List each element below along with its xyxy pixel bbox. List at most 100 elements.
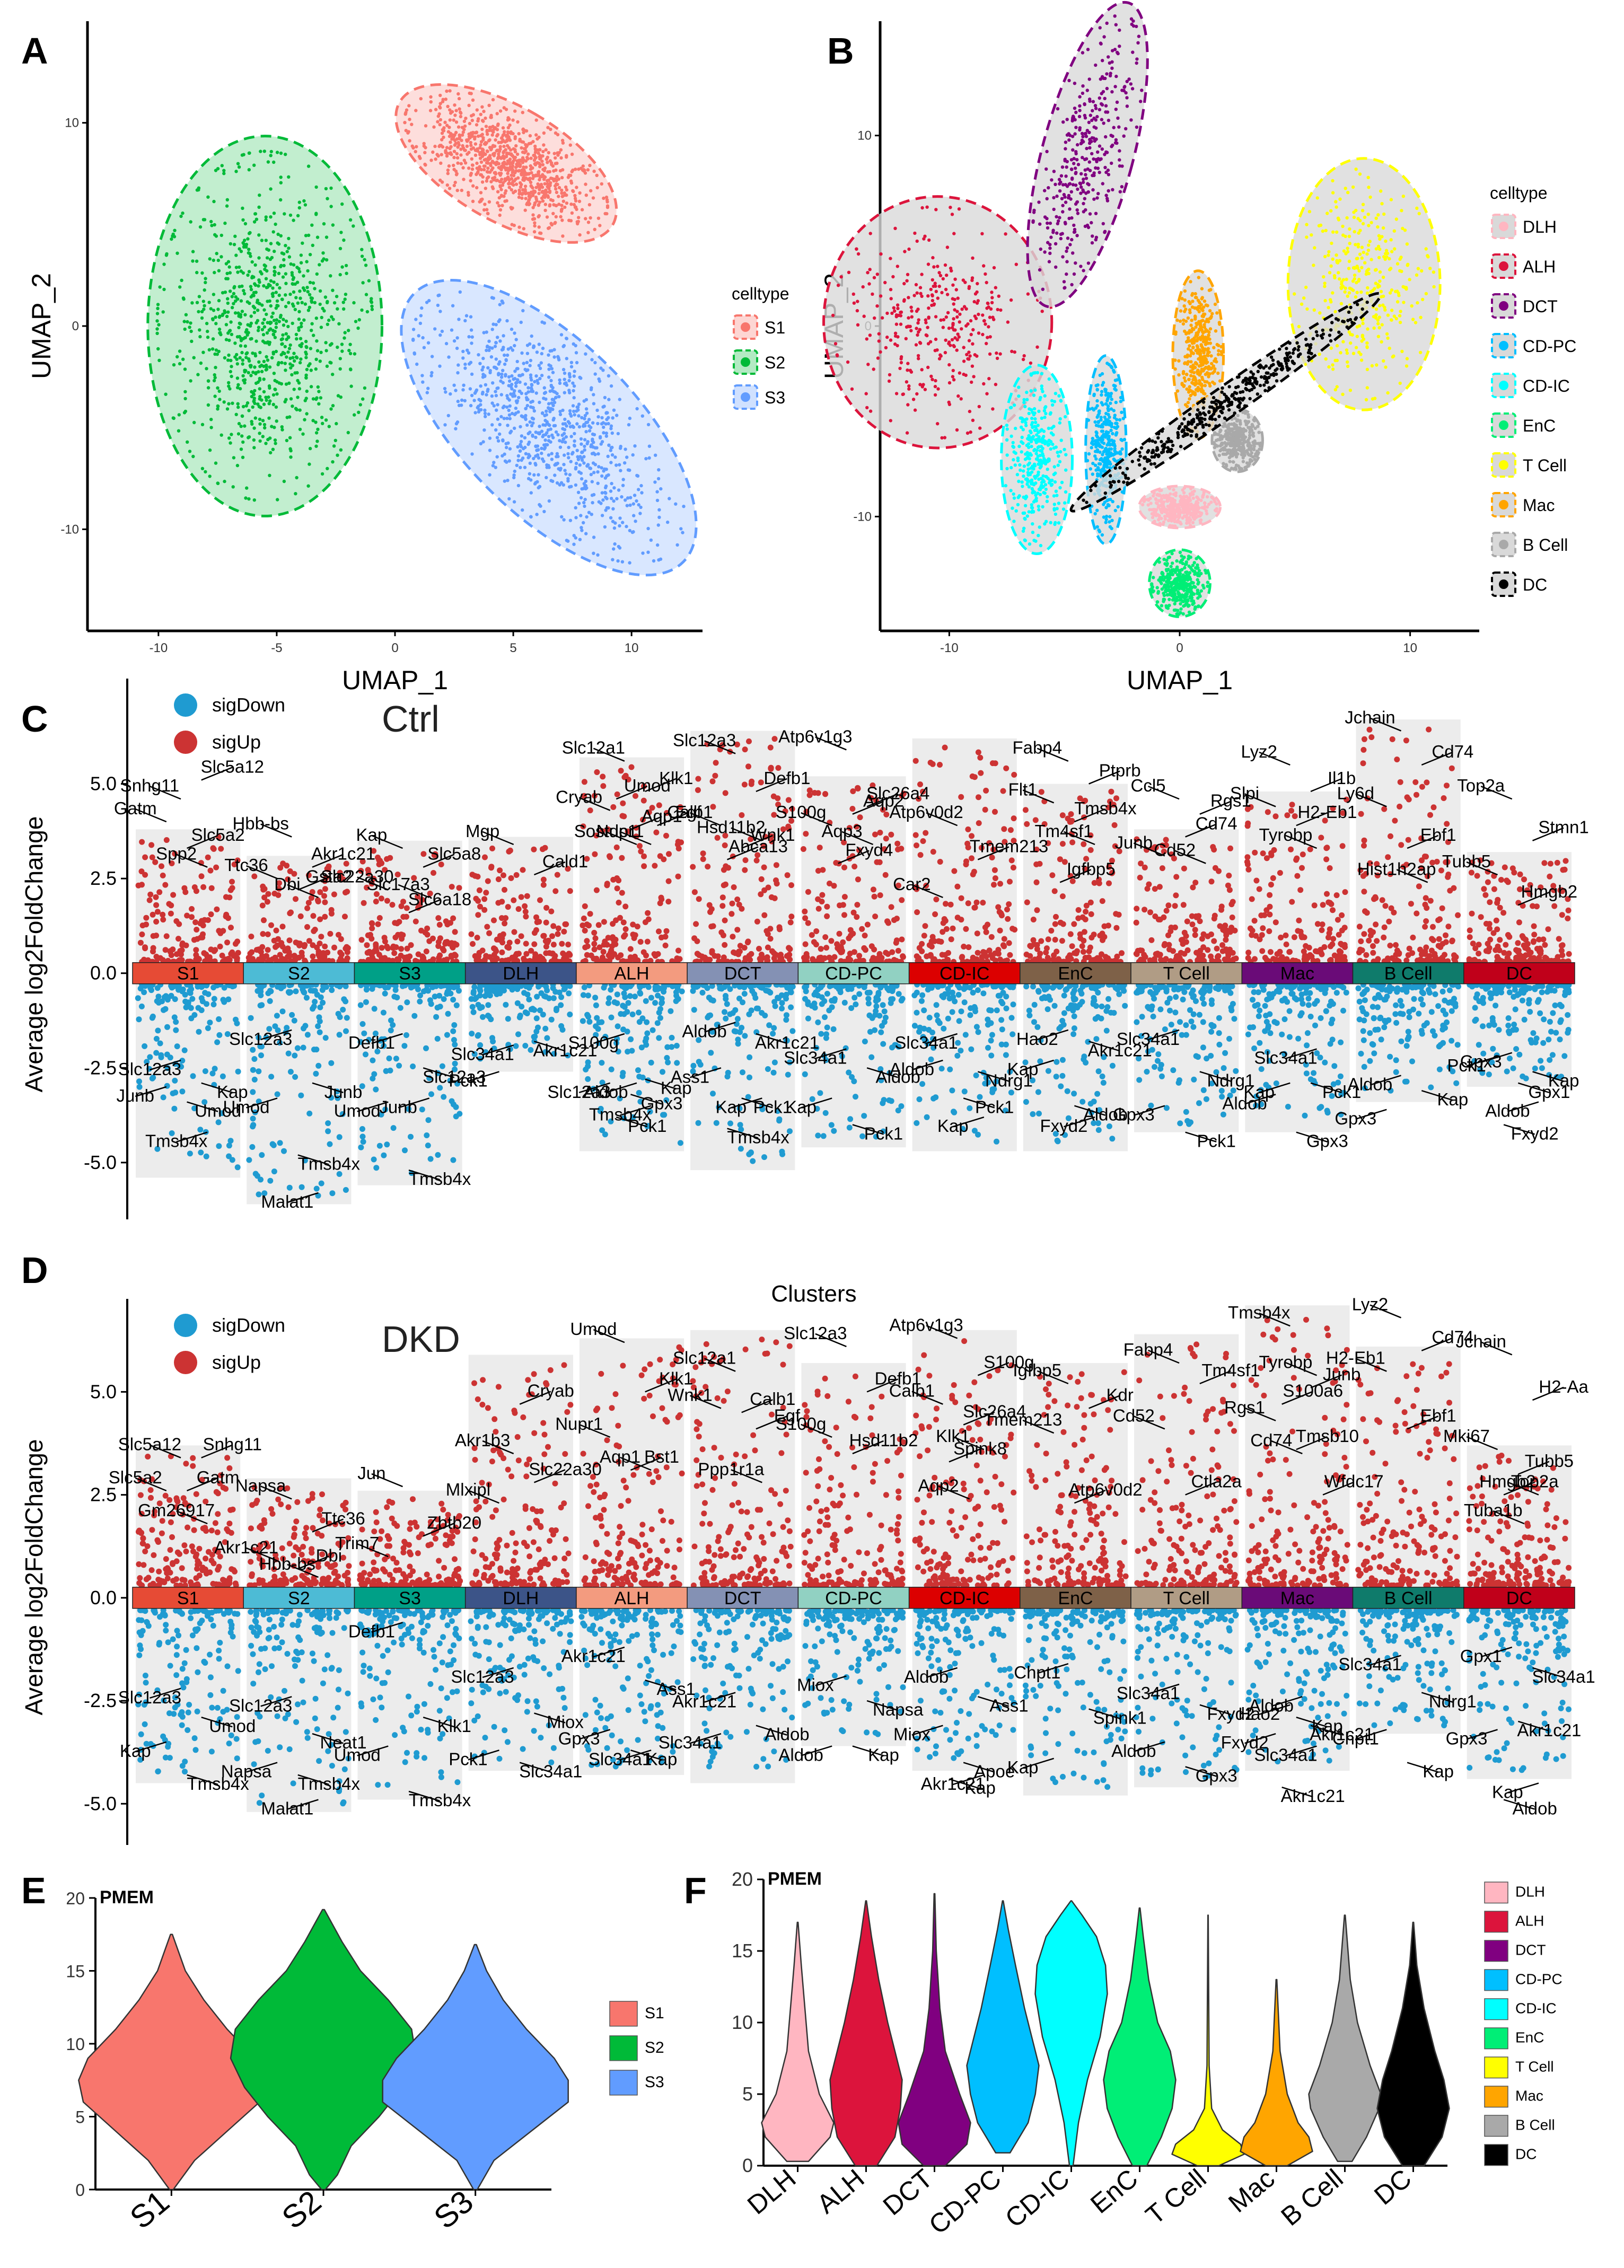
cell-point xyxy=(1062,280,1066,284)
cell-point xyxy=(321,306,324,311)
cell-point xyxy=(370,301,374,304)
cell-point xyxy=(611,520,615,523)
cell-point xyxy=(1058,216,1061,219)
cell-point xyxy=(433,144,437,148)
cell-point xyxy=(991,315,995,319)
cell-point xyxy=(1041,505,1044,509)
cell-point xyxy=(234,266,239,269)
cell-point xyxy=(251,371,255,374)
cell-point xyxy=(293,359,296,363)
cell-point xyxy=(242,292,247,296)
cell-point xyxy=(555,190,559,195)
cell-point xyxy=(299,357,303,361)
cell-point xyxy=(548,410,552,414)
cell-point xyxy=(1033,490,1037,494)
cell-point xyxy=(910,315,914,319)
cell-point xyxy=(291,321,294,326)
cell-point xyxy=(586,463,590,467)
cell-point xyxy=(523,151,526,155)
cell-point xyxy=(534,162,538,165)
cell-point xyxy=(288,343,292,347)
cell-point xyxy=(1064,183,1067,187)
cell-point xyxy=(456,399,460,403)
cell-point xyxy=(266,358,270,362)
cell-point xyxy=(230,374,233,379)
cell-point xyxy=(908,324,912,328)
cell-point xyxy=(986,302,990,305)
cell-point xyxy=(1031,220,1035,224)
x-tick-label: -10 xyxy=(940,641,959,655)
cell-point xyxy=(1182,604,1186,608)
cell-point xyxy=(546,194,550,198)
cell-point xyxy=(313,301,317,304)
cell-point xyxy=(1045,150,1049,153)
cell-point xyxy=(275,392,279,396)
cell-point xyxy=(292,351,296,355)
cell-point xyxy=(538,154,542,157)
cell-point xyxy=(516,445,520,449)
cell-point xyxy=(1188,571,1192,575)
cell-point xyxy=(978,426,982,430)
cell-point xyxy=(906,368,909,372)
cell-point xyxy=(227,353,231,357)
cell-point xyxy=(513,344,516,348)
cell-point xyxy=(547,439,551,443)
cell-point xyxy=(954,288,959,292)
cell-point xyxy=(602,425,605,429)
cell-point xyxy=(1102,515,1106,519)
cell-point xyxy=(547,423,550,427)
cell-point xyxy=(972,300,976,304)
cell-point xyxy=(1038,222,1042,226)
cell-point xyxy=(949,269,953,272)
cell-point xyxy=(238,387,242,391)
cell-point xyxy=(252,311,257,314)
cell-point xyxy=(1201,584,1205,587)
cell-point xyxy=(314,185,318,189)
cell-point xyxy=(997,294,1001,298)
cell-point xyxy=(947,340,951,344)
cell-point xyxy=(959,397,963,401)
cell-point xyxy=(571,404,575,408)
cell-point xyxy=(227,381,231,385)
cell-point xyxy=(303,203,308,207)
cell-point xyxy=(446,172,450,175)
cell-point xyxy=(1029,373,1033,377)
cell-point xyxy=(1038,268,1042,272)
cell-point xyxy=(241,206,244,210)
cell-point xyxy=(1118,45,1121,48)
cell-point xyxy=(287,247,291,250)
cell-point xyxy=(570,152,574,156)
cell-point xyxy=(521,456,525,460)
cell-point xyxy=(177,413,181,417)
cell-point xyxy=(531,434,534,438)
cell-point xyxy=(252,446,256,450)
cell-point xyxy=(873,316,876,320)
cell-point xyxy=(659,487,663,491)
cell-point xyxy=(1156,591,1160,595)
cell-point xyxy=(324,349,328,353)
cell-point xyxy=(476,119,480,123)
cell-point xyxy=(275,299,279,303)
cell-point xyxy=(531,213,535,217)
cell-point xyxy=(589,467,593,470)
cell-point xyxy=(531,177,535,180)
cell-point xyxy=(282,263,286,268)
cell-point xyxy=(600,491,604,495)
cell-point xyxy=(545,215,549,219)
cell-point xyxy=(539,231,543,235)
cell-point xyxy=(1070,238,1074,242)
cell-point xyxy=(502,132,506,136)
cell-point xyxy=(896,303,900,307)
cell-point xyxy=(233,285,236,288)
cell-point xyxy=(879,252,883,256)
cell-point xyxy=(1389,198,1393,201)
cell-point xyxy=(612,499,616,503)
cell-point xyxy=(524,192,528,196)
cell-point xyxy=(584,420,588,425)
cell-point xyxy=(479,408,483,412)
cell-point xyxy=(956,332,960,336)
legend-label: S1 xyxy=(765,318,785,337)
cell-point xyxy=(866,363,870,366)
cell-point xyxy=(244,330,248,334)
cell-point xyxy=(989,307,993,311)
